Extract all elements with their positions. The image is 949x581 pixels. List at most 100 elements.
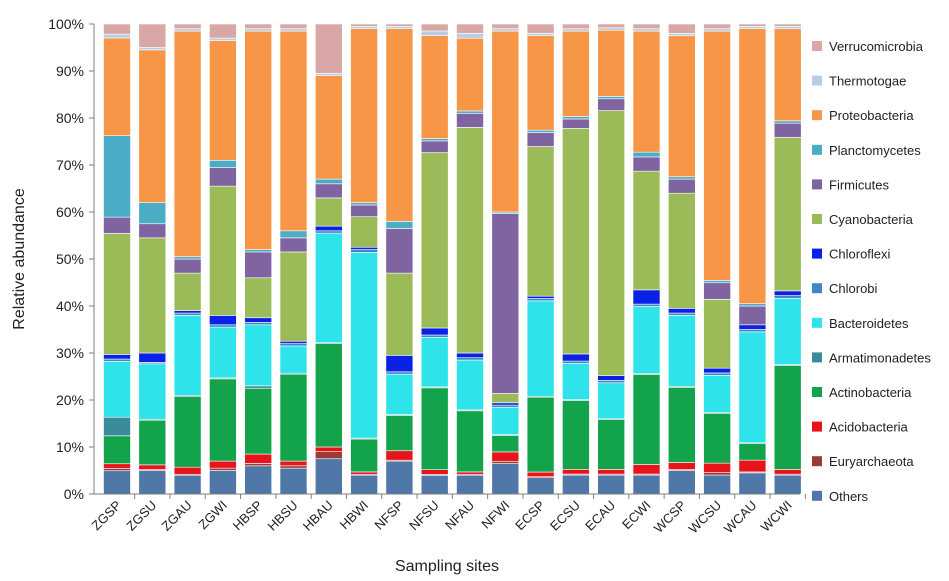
bar-segment: [314, 230, 343, 234]
bar-segment: [738, 303, 767, 307]
bar-segment: [597, 474, 626, 495]
bar-segment: [738, 329, 767, 333]
bar-segment: [703, 375, 731, 413]
bar-segment: [209, 23, 237, 39]
bar-segment: [279, 23, 308, 29]
bar-segment: [456, 110, 484, 114]
bar-segment: [597, 23, 626, 29]
bar-segment: [597, 29, 626, 97]
bar-segment: [279, 460, 308, 467]
bar-segment: [526, 396, 555, 473]
bar-segment: [562, 474, 590, 495]
y-tick-label: 100%: [48, 16, 84, 32]
x-tick-label: WCSP: [651, 498, 689, 536]
bar-segment: [244, 249, 272, 253]
bar-segment: [350, 249, 378, 253]
y-ticks-layer: 0% 10% 20% 30% 40% 50% 60% 70% 80% 90% 100%: [48, 16, 94, 502]
bar-segment: [491, 463, 520, 495]
bar-segment: [244, 465, 272, 495]
bar-segment: [667, 470, 696, 495]
bar-segment: [420, 152, 449, 329]
bar-segment: [456, 474, 484, 495]
y-tick-label: 20%: [56, 392, 84, 408]
legend-label: Cyanobacteria: [829, 212, 914, 227]
bar-segment: [773, 28, 802, 122]
bar-segment: [526, 298, 555, 302]
legend-swatch: [812, 456, 822, 467]
bar-segment: [491, 28, 520, 32]
bar-segment: [773, 469, 802, 475]
bar-segment: [385, 371, 414, 375]
bar-segment: [138, 202, 167, 225]
bar-segment: [103, 361, 131, 418]
bar-segment: [173, 256, 202, 260]
bar-segment: [385, 355, 414, 373]
y-tick-label: 0%: [64, 486, 84, 502]
legend-swatch: [812, 144, 822, 155]
bar-segment: [385, 272, 414, 356]
bar-segment: [773, 365, 802, 470]
bar-segment: [103, 216, 131, 234]
bar-segment: [562, 118, 590, 129]
bar-segment: [350, 246, 378, 250]
bar-segment: [209, 326, 237, 379]
bar-segment: [103, 354, 131, 360]
bar-segment: [173, 312, 202, 316]
bar-segment: [173, 396, 202, 468]
legend-swatch: [812, 179, 822, 190]
bar-segment: [456, 33, 484, 39]
bar-segment: [456, 37, 484, 112]
bar-segment: [314, 183, 343, 199]
bar-segment: [703, 372, 731, 376]
bar-segment: [526, 132, 555, 147]
bar-segment: [314, 451, 343, 460]
bar-segment: [420, 23, 449, 32]
bar-segment: [526, 477, 555, 495]
legend-swatch: [812, 214, 822, 224]
bar-segment: [738, 331, 767, 444]
legend-swatch: [812, 352, 822, 363]
bar-segment: [244, 387, 272, 455]
bar-segment: [314, 23, 343, 74]
legend-label: Bacteroidetes: [829, 316, 909, 331]
bar-segment: [456, 357, 484, 361]
bar-segment: [597, 419, 626, 470]
legend-swatch: [812, 317, 822, 328]
bar-segment: [703, 280, 731, 284]
bar-segment: [244, 28, 272, 32]
bar-segment: [632, 464, 661, 475]
bar-segment: [562, 353, 590, 362]
bar-segment: [173, 258, 202, 274]
bar-segment: [773, 295, 802, 299]
bar-segment: [420, 35, 449, 139]
x-tick-label: HBWI: [337, 498, 372, 533]
x-tick-label: NFWI: [478, 498, 512, 532]
bar-segment: [350, 23, 378, 27]
x-tick-label: ECSP: [512, 498, 548, 534]
bar-segment: [103, 435, 131, 465]
bar-segment: [209, 40, 237, 161]
bar-segment: [314, 73, 343, 76]
bar-segment: [632, 306, 661, 374]
bar-segment: [491, 451, 520, 462]
bar-segment: [103, 233, 131, 355]
bar-segment: [314, 197, 343, 227]
bar-segment: [738, 324, 767, 330]
bar-segment: [103, 468, 131, 472]
legend-swatch: [812, 421, 822, 432]
bar-segment: [103, 470, 131, 495]
legend-label: Armatimonadetes: [829, 350, 931, 365]
bar-segment: [703, 28, 731, 32]
bar-segment: [562, 23, 590, 30]
bar-segment: [420, 327, 449, 336]
bar-segment: [491, 393, 520, 404]
legend-label: Firmicutes: [829, 177, 889, 192]
bar-segment: [667, 33, 696, 37]
legend-swatch: [812, 283, 822, 294]
bar-segment: [597, 380, 626, 384]
x-tick-label: ECWI: [619, 498, 654, 533]
bar-segment: [279, 237, 308, 253]
bar-segment: [279, 467, 308, 495]
legend-swatch: [812, 490, 822, 501]
